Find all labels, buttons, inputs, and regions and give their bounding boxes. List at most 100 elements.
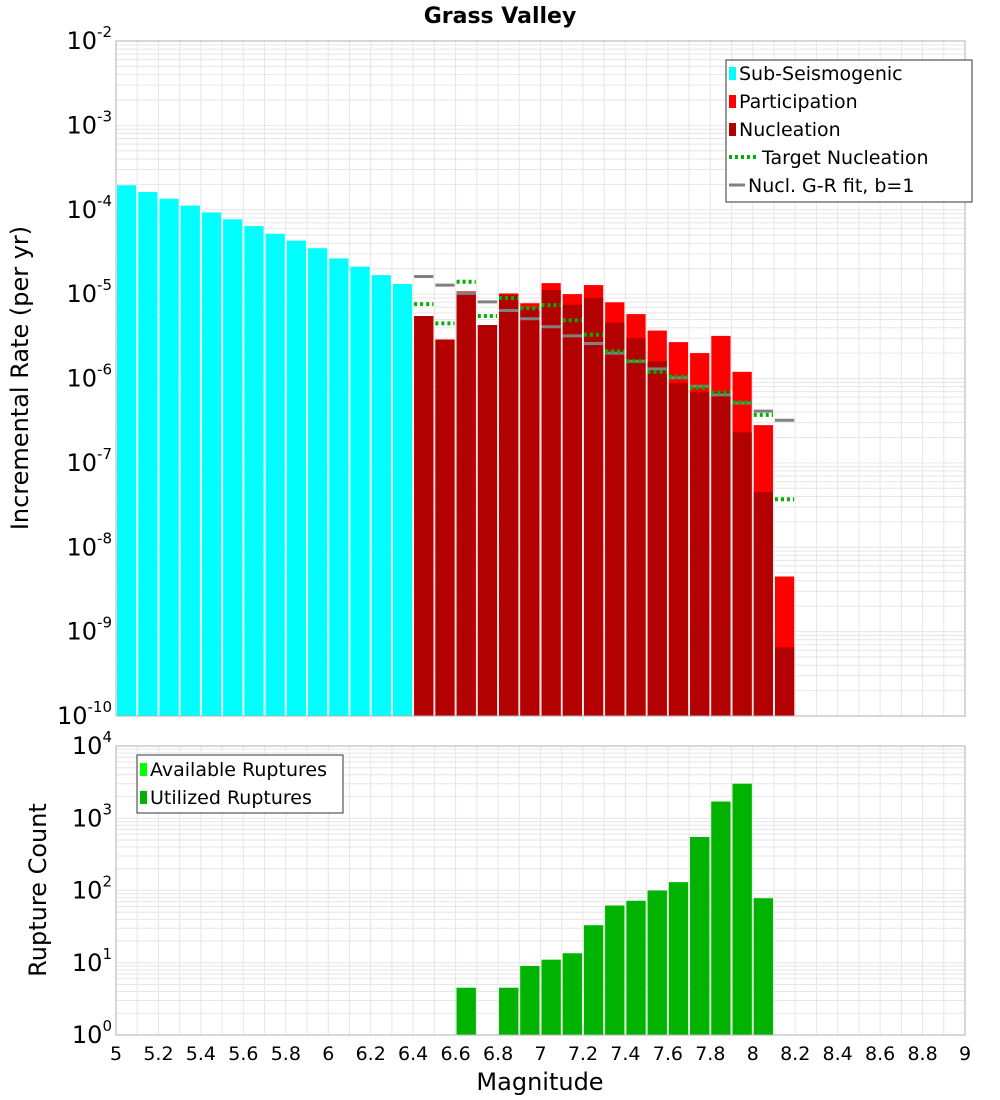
x-tick-label: 6.4	[398, 1043, 428, 1065]
utilized-ruptures-bar	[499, 987, 519, 1035]
legend-swatch-sub-seismogenic	[729, 67, 736, 80]
legend-label-gr-fit: Nucl. G-R fit, b=1	[748, 175, 914, 197]
y-tick-label: 102	[72, 873, 112, 905]
x-tick-label: 5.4	[186, 1043, 216, 1065]
y-tick-label: 10-3	[66, 107, 112, 139]
sub-seismogenic-bar	[244, 226, 264, 716]
x-axis-label: Magnitude	[476, 1068, 603, 1096]
legend-label-sub-seismogenic: Sub-Seismogenic	[739, 63, 903, 85]
utilized-ruptures-bar	[711, 801, 731, 1035]
nucleation-bar	[499, 295, 519, 716]
nucleation-bar	[774, 647, 795, 716]
x-tick-label: 6.6	[440, 1043, 470, 1065]
utilized-ruptures-bar	[668, 882, 689, 1035]
x-tick-label: 7.8	[695, 1043, 725, 1065]
nucleation-bar	[753, 492, 773, 716]
sub-seismogenic-bar	[138, 192, 158, 717]
x-tick-label: 6.8	[483, 1043, 513, 1065]
y-tick-label: 100	[72, 1017, 112, 1049]
nucleation-bar	[414, 316, 434, 716]
nucleation-bar	[626, 338, 646, 716]
sub-seismogenic-bar	[329, 258, 349, 716]
legend-swatch-utilized	[140, 791, 147, 804]
utilized-ruptures-bar	[583, 925, 604, 1035]
rate-plot-frame	[115, 40, 966, 717]
rate-y-ticks: 10-2 10-3 10-4 10-5 10-6 10-7 10-8 10-9 10-10	[57, 23, 112, 730]
sub-seismogenic-bar	[286, 240, 307, 717]
y-tick-label: 10-2	[66, 23, 112, 55]
rate-step-lines	[414, 274, 795, 502]
legend-swatch-available	[140, 763, 147, 776]
nucleation-bar	[435, 339, 455, 716]
x-tick-label: 9	[959, 1043, 971, 1065]
nucleation-bar	[541, 289, 561, 716]
count-y-axis-label: Rupture Count	[24, 803, 52, 977]
legend-label-utilized: Utilized Ruptures	[150, 787, 312, 809]
y-tick-label: 10-9	[66, 614, 112, 646]
legend-swatch-nucleation	[729, 123, 736, 136]
nucleation-bar	[711, 392, 731, 716]
x-tick-label: 5.6	[228, 1043, 258, 1065]
nucleation-bar	[732, 432, 752, 716]
nucleation-bar	[477, 325, 498, 716]
utilized-ruptures-bar	[520, 966, 540, 1035]
x-tick-label: 8.4	[823, 1043, 853, 1065]
x-tick-label: 6.2	[356, 1043, 386, 1065]
sub-seismogenic-bar	[159, 198, 179, 717]
rate-y-axis-label: Incremental Rate (per yr)	[6, 226, 34, 530]
y-tick-label: 104	[72, 728, 112, 760]
utilized-ruptures-bar	[562, 953, 582, 1035]
sub-seismogenic-bar	[223, 219, 243, 717]
nucleation-bar	[647, 361, 667, 716]
utilized-ruptures-bar	[605, 905, 625, 1035]
rate-panel: 10-2 10-3 10-4 10-5 10-6 10-7 10-8 10-9 10-10 In…	[6, 23, 973, 730]
count-legend: Available Ruptures Utilized Ruptures	[136, 754, 344, 814]
legend-label-target-nucleation: Target Nucleation	[761, 147, 929, 169]
x-tick-label: 6	[322, 1043, 334, 1065]
rupture-count-panel: 104 103 102 101 100 Rupture Count Available …	[24, 728, 971, 1096]
y-tick-label: 10-8	[66, 529, 112, 561]
nucleation-bar	[456, 293, 476, 716]
sub-seismogenic-bar	[308, 248, 328, 717]
nucleation-bar	[605, 322, 625, 716]
legend-label-available: Available Ruptures	[150, 759, 327, 781]
legend-label-nucleation: Nucleation	[739, 119, 841, 141]
legend-label-participation: Participation	[739, 91, 858, 113]
nucleation-bar	[583, 297, 604, 716]
nucleation-bar	[562, 304, 582, 716]
sub-seismogenic-bar	[201, 212, 222, 717]
utilized-ruptures-bar	[541, 959, 561, 1035]
count-legend-box	[136, 754, 344, 814]
x-tick-label: 8.6	[865, 1043, 895, 1065]
count-bars	[456, 783, 773, 1035]
x-tick-label: 7.2	[568, 1043, 598, 1065]
sub-seismogenic-bar	[180, 205, 200, 716]
y-tick-label: 101	[72, 945, 112, 977]
y-tick-label: 10-6	[66, 361, 112, 393]
y-tick-label: 103	[72, 800, 112, 832]
x-tick-label: 7	[534, 1043, 546, 1065]
chart-title: Grass Valley	[424, 4, 577, 29]
rate-bars	[117, 185, 795, 717]
nucleation-bar	[690, 392, 710, 716]
sub-seismogenic-bar	[371, 275, 391, 716]
x-tick-label: 5	[110, 1043, 122, 1065]
sub-seismogenic-bar	[265, 233, 285, 716]
count-gridlines	[115, 746, 966, 1036]
utilized-ruptures-bar	[456, 987, 476, 1035]
utilized-ruptures-bar	[626, 900, 646, 1035]
count-y-ticks: 104 103 102 101 100	[72, 728, 112, 1049]
x-ticks: 5 5.2 5.4 5.6 5.8 6 6.2 6.4 6.6 6.8 7 7.2 7.4 7.6 7.8 8…	[110, 1043, 971, 1065]
y-tick-label: 10-5	[66, 276, 112, 308]
legend-swatch-participation	[729, 95, 736, 108]
nucleation-bar	[520, 308, 540, 716]
x-tick-label: 8	[747, 1043, 759, 1065]
y-tick-label: 10-7	[66, 445, 112, 477]
utilized-ruptures-bar	[690, 837, 710, 1035]
sub-seismogenic-bar	[392, 283, 413, 716]
utilized-ruptures-bar	[647, 890, 667, 1035]
x-tick-label: 7.4	[610, 1043, 640, 1065]
utilized-ruptures-bar	[753, 898, 773, 1035]
utilized-ruptures-bar	[732, 783, 752, 1035]
